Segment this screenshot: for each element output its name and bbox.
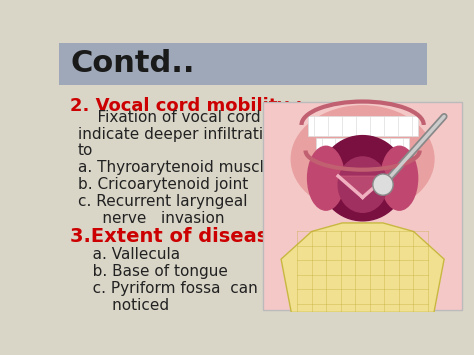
- Text: 2. Vocal cord mobility :: 2. Vocal cord mobility :: [70, 97, 303, 115]
- FancyBboxPatch shape: [316, 138, 410, 155]
- FancyBboxPatch shape: [263, 102, 463, 310]
- Polygon shape: [338, 176, 387, 197]
- Text: b. Cricoarytenoid joint: b. Cricoarytenoid joint: [78, 178, 248, 192]
- Text: 3.Extent of disease :: 3.Extent of disease :: [70, 227, 296, 246]
- Polygon shape: [281, 223, 444, 312]
- Text: c. Recurrent laryngeal: c. Recurrent laryngeal: [78, 194, 247, 209]
- Text: to: to: [78, 143, 93, 158]
- Text: b. Base of tongue: b. Base of tongue: [78, 264, 228, 279]
- Ellipse shape: [308, 146, 344, 210]
- Ellipse shape: [381, 146, 418, 210]
- Text: c. Pyriform fossa  can be: c. Pyriform fossa can be: [78, 281, 282, 296]
- Text: noticed: noticed: [78, 298, 169, 313]
- FancyBboxPatch shape: [308, 116, 418, 136]
- Text: nerve   invasion: nerve invasion: [78, 211, 224, 226]
- Text: Contd..: Contd..: [70, 49, 195, 78]
- Text: a. Thyroarytenoid muscles: a. Thyroarytenoid muscles: [78, 160, 281, 175]
- Ellipse shape: [291, 106, 434, 212]
- Text: a. Vallecula: a. Vallecula: [78, 247, 180, 262]
- Ellipse shape: [338, 157, 387, 212]
- FancyBboxPatch shape: [59, 43, 427, 85]
- Ellipse shape: [320, 136, 405, 221]
- Circle shape: [373, 174, 393, 195]
- Text: Fixation of vocal cord: Fixation of vocal cord: [78, 110, 260, 125]
- Text: indicate deeper infiltration in: indicate deeper infiltration in: [78, 126, 301, 142]
